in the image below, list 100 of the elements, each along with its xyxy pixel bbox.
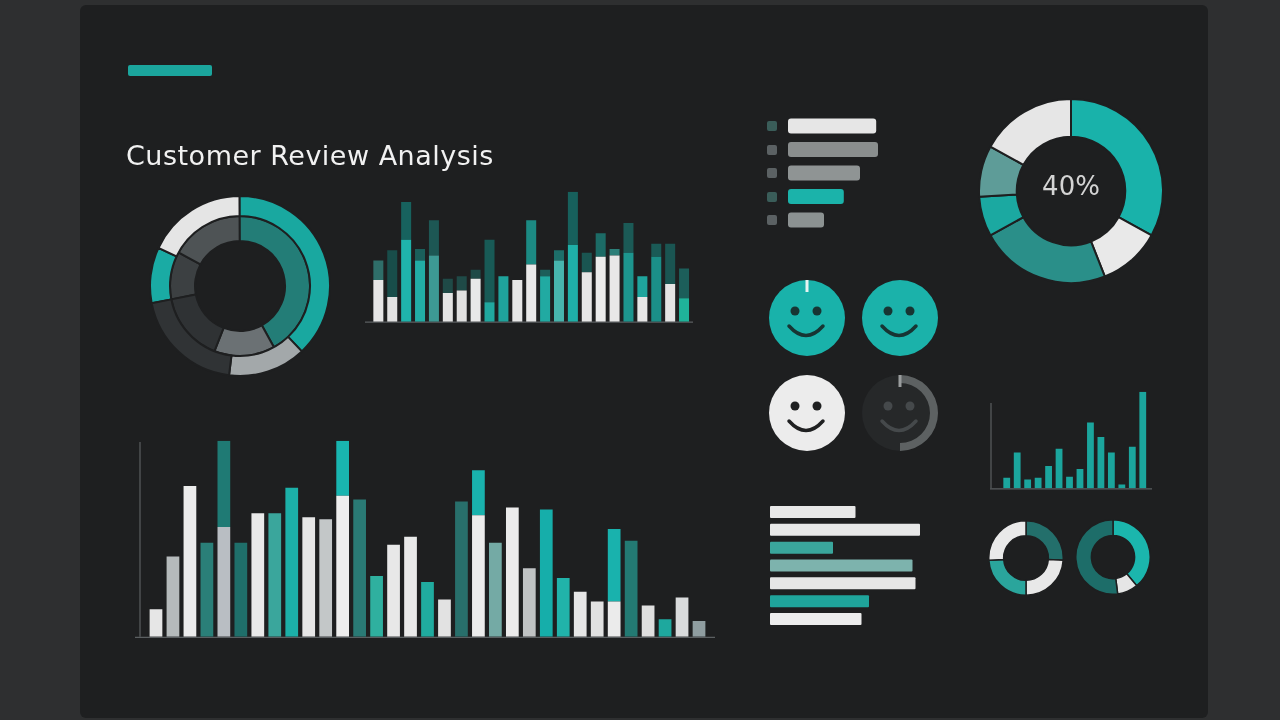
bar — [788, 118, 877, 134]
bar — [770, 541, 833, 554]
bar — [234, 542, 248, 637]
bar — [336, 440, 350, 496]
bar — [581, 252, 592, 273]
bar — [470, 269, 481, 279]
bar — [675, 597, 689, 637]
bar — [472, 515, 485, 637]
bar — [373, 280, 384, 322]
bar — [302, 517, 316, 637]
bar — [567, 245, 578, 322]
bar — [651, 243, 662, 257]
bar — [526, 220, 537, 265]
bar — [387, 297, 398, 322]
bar — [665, 284, 676, 322]
bar — [470, 278, 481, 322]
bar — [285, 487, 299, 637]
bar — [401, 239, 412, 322]
bar — [595, 233, 606, 257]
bar — [415, 248, 426, 261]
bar — [442, 293, 453, 322]
bar — [336, 495, 350, 637]
bar — [217, 527, 231, 637]
bar — [268, 513, 282, 637]
bar — [540, 269, 551, 277]
bar — [595, 256, 606, 322]
bar — [679, 268, 690, 299]
bar — [1128, 446, 1136, 489]
bar — [665, 243, 676, 284]
bar — [456, 290, 467, 322]
bar — [166, 556, 180, 637]
bar — [607, 529, 621, 602]
bar — [637, 276, 648, 297]
bar — [590, 601, 604, 637]
bar — [658, 619, 672, 637]
bar — [540, 276, 551, 322]
bar — [401, 202, 412, 240]
bar — [788, 165, 860, 181]
bar — [651, 256, 662, 322]
bar — [770, 559, 913, 572]
bar — [505, 507, 519, 637]
bar — [788, 212, 824, 228]
chart-title: Customer Review Analysis — [126, 140, 494, 171]
bar — [770, 613, 862, 625]
bar — [553, 250, 564, 261]
bar — [573, 591, 587, 637]
bar — [217, 440, 231, 528]
bar — [609, 248, 620, 256]
bar — [200, 542, 214, 637]
bar — [770, 506, 856, 518]
bar — [553, 260, 564, 322]
bar — [455, 501, 468, 637]
bar — [770, 595, 869, 608]
bar — [788, 189, 844, 205]
bar — [770, 577, 916, 590]
bar — [1066, 476, 1073, 489]
bar — [1024, 479, 1032, 489]
bar — [353, 499, 366, 637]
bar — [428, 255, 439, 322]
bar — [1107, 452, 1115, 489]
bar — [1087, 422, 1094, 489]
bar — [489, 542, 502, 637]
bar — [1045, 466, 1052, 489]
bar — [1139, 391, 1147, 489]
bar — [438, 599, 451, 637]
bar — [624, 540, 638, 637]
bar — [679, 298, 690, 322]
bar — [387, 250, 398, 297]
bar — [415, 260, 426, 322]
bar — [484, 302, 495, 322]
bar — [149, 609, 163, 637]
bar — [498, 276, 509, 322]
bar — [1118, 484, 1126, 489]
bar — [770, 523, 920, 536]
bar — [539, 509, 553, 637]
bar — [1013, 452, 1021, 489]
bar — [512, 280, 523, 322]
bar — [1034, 477, 1042, 489]
bar — [456, 276, 467, 291]
bar — [623, 252, 634, 322]
bar — [623, 222, 634, 253]
bar — [556, 578, 570, 637]
bar — [637, 297, 648, 322]
bar — [607, 601, 621, 637]
text: 40% — [1042, 170, 1100, 201]
bar — [526, 264, 537, 322]
bar — [788, 142, 878, 158]
bar — [641, 605, 655, 637]
bar — [484, 239, 495, 303]
bar — [370, 576, 383, 637]
bar — [692, 621, 706, 637]
bar — [428, 220, 439, 256]
bar — [581, 272, 592, 322]
bar — [373, 260, 384, 281]
bar — [319, 519, 333, 637]
bar — [567, 191, 578, 245]
bar — [387, 544, 400, 637]
bar — [442, 278, 453, 294]
bar — [1003, 477, 1011, 489]
bar — [404, 536, 417, 637]
